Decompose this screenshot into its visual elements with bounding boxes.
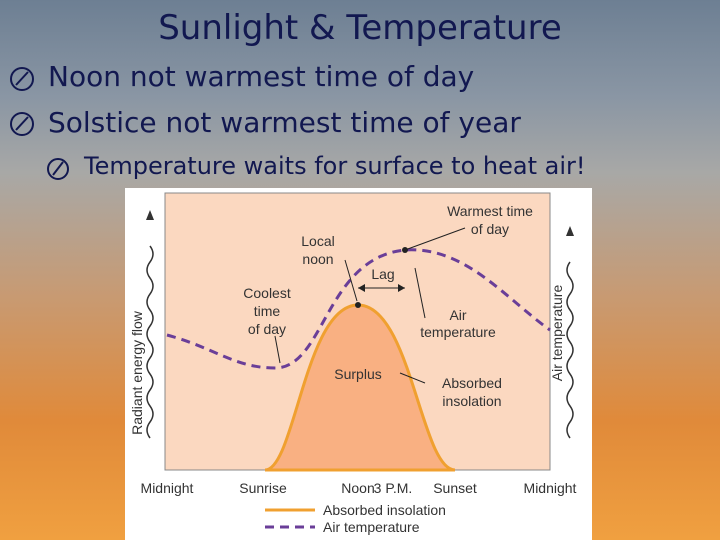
legend-entry: Absorbed insolation [323,502,446,518]
annotation: temperature [420,324,496,340]
slide-title: Sunlight & Temperature [158,8,562,48]
x-label: Sunrise [239,480,287,496]
sub-bullet: Temperature waits for surface to heat ai… [84,152,586,180]
annotation: Surplus [334,366,381,382]
x-label: 3 P.M. [374,480,413,496]
legend-entry: Air temperature [323,519,420,535]
x-label: Noon [341,480,374,496]
annotation: insolation [442,393,501,409]
annotation: Warmest time [447,203,533,219]
annotation: Absorbed [442,375,502,391]
x-label: Midnight [141,480,194,496]
bullet: Solstice not warmest time of year [48,106,521,139]
annotation: of day [471,221,509,237]
annotation: Air [449,307,466,323]
annotation: Lag [371,266,394,282]
axis-label: Radiant energy flow [129,310,145,435]
bullet: Noon not warmest time of day [48,60,475,93]
annotation: Coolest [243,285,291,301]
annotation: Local [301,233,334,249]
annotation: time [254,303,281,319]
x-label: Midnight [524,480,577,496]
x-label: Sunset [433,480,477,496]
annotation: noon [302,251,333,267]
figure: Radiant energy flow Air temperature Midn… [125,188,592,540]
bullet-icons [10,67,69,180]
axis-label: Air temperature [549,285,565,382]
annotation: of day [248,321,286,337]
